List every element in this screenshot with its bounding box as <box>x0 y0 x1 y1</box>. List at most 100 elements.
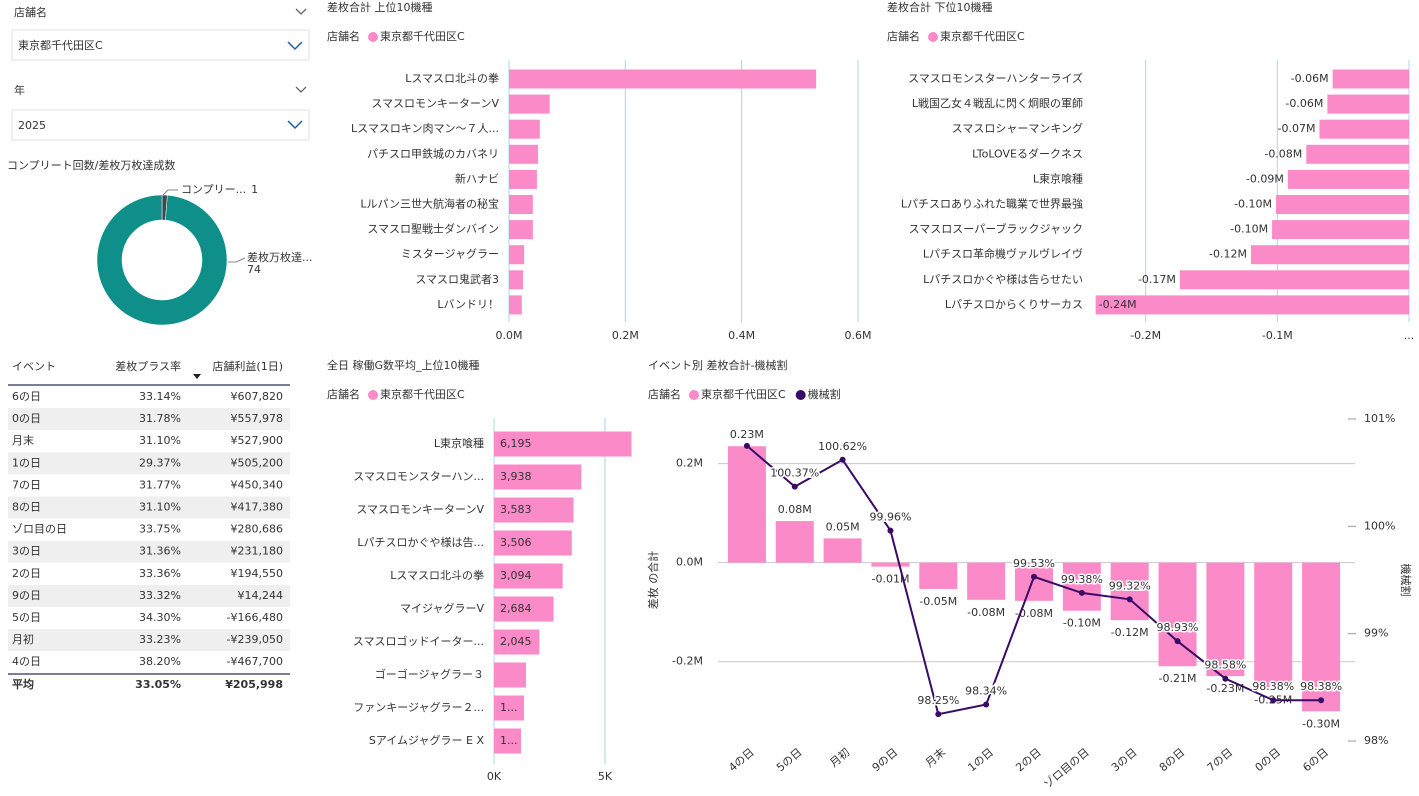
value-label: 6,195 <box>500 437 532 450</box>
bar <box>1302 562 1341 712</box>
bar <box>1095 295 1409 315</box>
bar <box>509 144 539 164</box>
value-label: 3,938 <box>500 470 532 483</box>
bar <box>509 220 533 240</box>
bar <box>967 562 1006 600</box>
bar <box>494 662 526 688</box>
bar <box>494 530 572 556</box>
bar <box>509 245 525 265</box>
chevron[interactable] <box>287 41 303 51</box>
bar <box>1319 119 1409 139</box>
leader-line <box>228 257 246 263</box>
bar <box>509 119 540 139</box>
chevron[interactable] <box>295 86 307 93</box>
bar <box>509 169 537 189</box>
value-label: 0.08M <box>778 503 812 516</box>
table-cell: ¥14,244 <box>238 589 284 602</box>
category-label: スマスロシャーマンキング <box>952 121 1083 135</box>
x-tick-label: 0K <box>487 770 502 783</box>
bar <box>775 521 814 563</box>
bar <box>823 538 862 563</box>
bar <box>1306 144 1409 164</box>
bar <box>494 431 632 457</box>
x-tick-label: 0.0M <box>496 329 523 342</box>
line-point <box>1222 675 1229 682</box>
line-label: 100.62% <box>818 440 867 453</box>
chevron[interactable] <box>295 8 307 15</box>
table-cell: 33.36% <box>139 567 181 580</box>
line-label: 99.53% <box>1013 557 1055 570</box>
value-label: -0.10M <box>1063 617 1101 630</box>
line-label: 99.32% <box>1109 579 1151 592</box>
value-label: -0.06M <box>1285 97 1323 110</box>
legend-swatch <box>689 390 699 400</box>
x-tick-label: -0.1M <box>1262 329 1293 342</box>
legend-swatch <box>368 32 378 42</box>
value-label: -0.06M <box>1291 72 1329 85</box>
line-point <box>983 701 990 708</box>
category-label: Lスマスロ北斗の拳 <box>390 568 484 582</box>
line-label: 98.38% <box>1300 680 1342 693</box>
category-label: Lスマスロキン肉マン～７人... <box>351 122 499 135</box>
category-label: LToLOVEるダークネス <box>972 146 1083 160</box>
table-cell: 月末 <box>12 433 34 447</box>
line-point <box>743 442 750 449</box>
chart-title: 全日 稼働G数平均_上位10機種 <box>327 358 480 372</box>
row-band <box>8 452 290 475</box>
legend-label: 機械割 <box>808 387 841 401</box>
category-label: スマスロ鬼武者3 <box>415 272 499 286</box>
bar <box>1062 562 1101 611</box>
bar <box>1254 562 1293 688</box>
x-tick-label: 7の日 <box>1205 746 1236 775</box>
category-label: ゴーゴージャグラー３ <box>375 667 484 681</box>
table-cell: 5の日 <box>12 611 41 624</box>
y2-tick-label: 100% <box>1364 519 1395 532</box>
category-label: スマスロ聖戦士ダンバイン <box>367 222 499 236</box>
x-tick-label: 5の日 <box>774 746 805 775</box>
chevron[interactable] <box>287 120 303 130</box>
bar <box>919 562 958 589</box>
category-label: Lルパン三世大航海者の秘宝 <box>360 197 499 211</box>
table-cell: ¥280,686 <box>231 523 284 536</box>
slicer-box[interactable] <box>11 109 310 141</box>
legend-swatch <box>928 32 938 42</box>
y-axis-title: 差枚 の合計 <box>646 551 660 610</box>
sort-indicator[interactable] <box>193 374 201 379</box>
row-band <box>8 496 290 519</box>
y2-tick-label: 99% <box>1364 627 1388 640</box>
table-cell: 38.20% <box>139 655 181 668</box>
category-label: ミスタージャグラー <box>401 247 499 261</box>
bar <box>494 728 521 754</box>
value-label: -0.12M <box>1111 626 1149 639</box>
slicer-label: 店舗名 <box>14 5 47 19</box>
y-tick-label: 0.0M <box>676 556 703 569</box>
value-label: -0.21M <box>1159 672 1197 685</box>
line-label: 100.37% <box>770 467 819 480</box>
category-label: ファンキージャグラー２... <box>353 700 484 714</box>
line-point <box>1126 596 1133 603</box>
total-cell: ¥205,998 <box>225 678 283 691</box>
x-tick-label: 月初 <box>827 745 853 770</box>
table-cell: 33.32% <box>139 589 181 602</box>
table-cell: -¥166,480 <box>227 611 283 624</box>
value-label: -0.10M <box>1230 223 1268 236</box>
donut-slice <box>96 194 228 326</box>
table-cell: 0の日 <box>12 412 41 425</box>
y2-tick-label: 101% <box>1364 412 1395 425</box>
slicer-box[interactable] <box>11 29 310 61</box>
bar <box>1158 562 1197 667</box>
bar <box>509 295 522 315</box>
slice-value: 1 <box>251 183 258 196</box>
line-point <box>839 456 846 463</box>
table-cell: -¥467,700 <box>227 655 283 668</box>
row-band <box>8 584 290 607</box>
category-label: スマスロスーパーブラックジャック <box>909 222 1083 236</box>
table-cell: 3の日 <box>12 545 41 558</box>
row-band <box>8 540 290 563</box>
category-label: L東京喰種 <box>1033 171 1083 185</box>
bar <box>509 270 523 290</box>
value-label: -0.17M <box>1138 273 1176 286</box>
line-point <box>791 483 798 490</box>
total-cell: 33.05% <box>135 678 181 691</box>
x-tick-label: 6の日 <box>1300 746 1331 775</box>
